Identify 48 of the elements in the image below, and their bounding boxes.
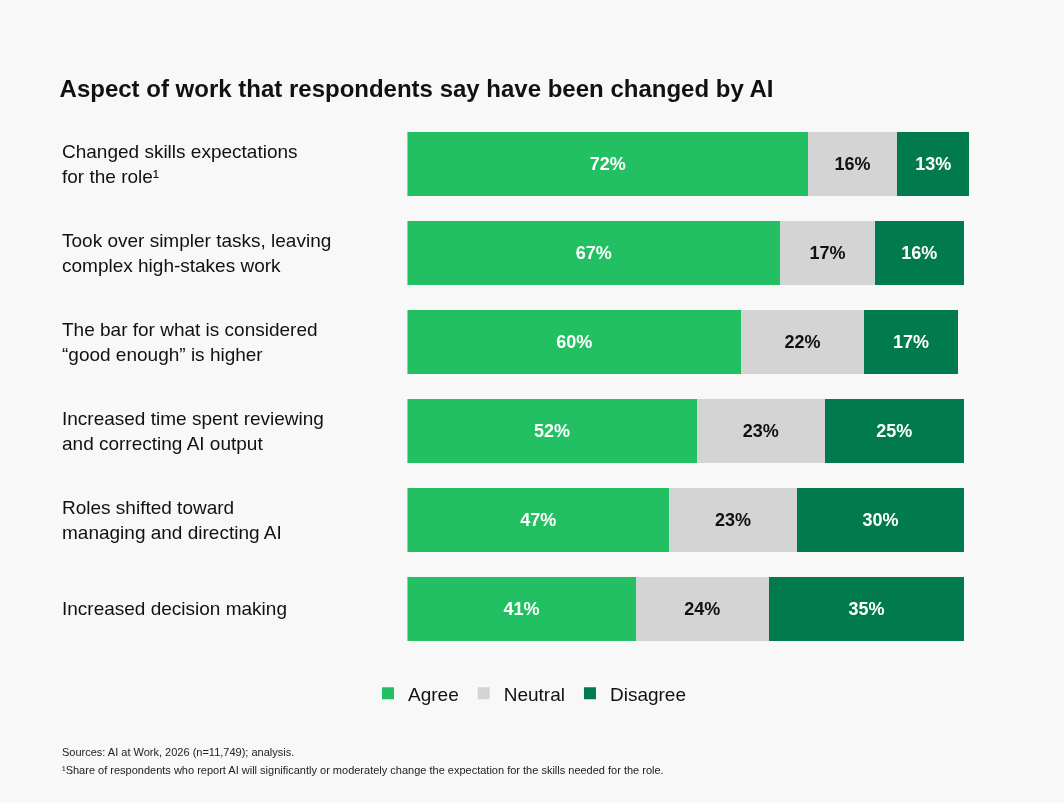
data-label: 17% [809, 243, 846, 264]
bar [407, 132, 809, 197]
y-tick-label: The bar for what is considered “good enough” is higher [62, 319, 318, 365]
bar [780, 221, 875, 286]
data-label: 72% [589, 154, 626, 175]
data-label: 25% [876, 420, 913, 441]
bar [407, 576, 636, 641]
data-label: 60% [556, 332, 593, 353]
bar [635, 576, 770, 641]
bar [407, 310, 742, 375]
data-label: 24% [684, 598, 721, 619]
data-label: 35% [848, 598, 885, 619]
data-label: 47% [520, 509, 557, 530]
bar [407, 398, 697, 463]
y-tick-label: Changed skills expectations for the role¹ [62, 141, 298, 187]
data-label: 13% [915, 154, 952, 175]
data-label: 17% [892, 332, 930, 353]
bar [696, 398, 825, 463]
legend-label: Agree [408, 683, 459, 705]
data-label: 22% [784, 332, 821, 353]
legend-label: Disagree [609, 683, 686, 705]
bar [897, 132, 970, 197]
bar [668, 487, 797, 552]
bar [769, 576, 964, 641]
data-label: 41% [503, 598, 540, 619]
bar [741, 310, 864, 375]
y-tick-label: Increased time spent reviewing and correcting AI output [62, 408, 324, 454]
y-tick-label: Increased decision making [62, 598, 287, 619]
data-label: 16% [834, 154, 871, 175]
bar [863, 310, 959, 375]
data-label: 23% [742, 420, 779, 441]
y-tick-label: Roles shifted toward managing and directing AI [62, 497, 282, 543]
bar [796, 487, 964, 552]
data-label: 52% [534, 420, 571, 441]
bar [407, 487, 669, 552]
legend-label: Neutral [503, 683, 565, 705]
bar [808, 132, 898, 197]
data-label: 67% [575, 243, 612, 264]
y-tick-label: Took over simpler tasks, leaving complex high-stakes work [62, 230, 332, 276]
bar [824, 398, 964, 463]
data-label: 16% [901, 243, 938, 264]
text: ¹Share of respondents who report AI will significantly or moderately change the expectation for the skills needed for the role. [62, 764, 664, 776]
bar [407, 221, 781, 286]
data-label: 30% [862, 509, 899, 530]
source-note: Sources: AI at Work, 2026 (n=11,749); analysis. [62, 746, 295, 758]
chart-title: Aspect of work that respondents say have been changed by AI [59, 75, 774, 103]
bar [874, 221, 964, 286]
data-label: 23% [714, 509, 751, 530]
